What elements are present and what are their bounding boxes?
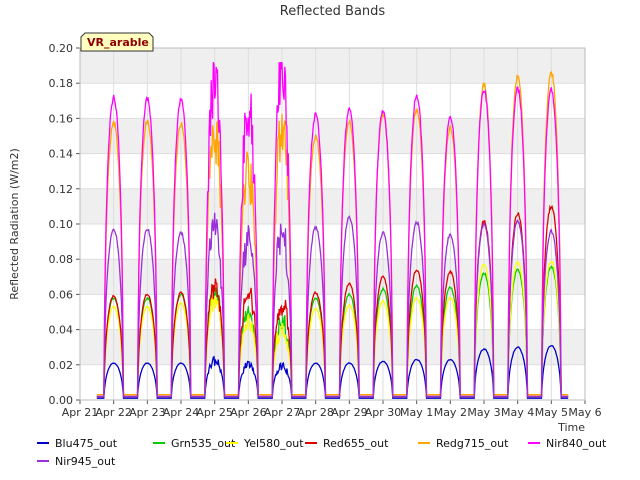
x-tick-label: May 1 xyxy=(400,406,433,419)
series-line-nir945_out xyxy=(96,212,569,398)
annotation-badge: VR_arable xyxy=(80,32,154,52)
y-tick-label: 0.16 xyxy=(49,112,74,125)
x-tick-label: Apr 21 xyxy=(62,406,99,419)
x-tick-label: May 4 xyxy=(501,406,534,419)
x-tick-label: Apr 27 xyxy=(264,406,301,419)
legend-label: Red655_out xyxy=(323,437,389,450)
grid-band xyxy=(80,188,585,224)
grid-band xyxy=(80,259,585,295)
y-tick-label: 0.02 xyxy=(49,359,74,372)
x-tick-label: May 3 xyxy=(467,406,500,419)
x-tick-label: May 2 xyxy=(434,406,467,419)
legend-label: Yel580_out xyxy=(243,437,304,450)
axis-ticks: 0.00 0.02 0.04 0.06 0.08 0.10 0.12 0.14 0.16 0.18… xyxy=(49,42,602,419)
x-tick-label: May 6 xyxy=(568,406,601,419)
annotation-box xyxy=(80,32,154,52)
series-line-blu475_out xyxy=(96,345,569,399)
legend: Blu475_out Grn535_out Yel580_out Red655_out… xyxy=(37,437,607,468)
x-tick-label: Apr 29 xyxy=(331,406,368,419)
grid-band xyxy=(80,48,585,84)
y-tick-label: 0.08 xyxy=(49,253,74,266)
grid-band xyxy=(80,118,585,154)
x-axis-label: Time xyxy=(557,421,585,434)
grid-bands xyxy=(80,48,585,365)
legend-label: Redg715_out xyxy=(436,437,509,450)
x-tick-label: Apr 26 xyxy=(230,406,267,419)
y-tick-label: 0.00 xyxy=(49,394,74,407)
x-tick-label: Apr 30 xyxy=(365,406,402,419)
chart-title: Reflected Bands xyxy=(280,4,386,19)
legend-label: Nir945_out xyxy=(55,455,116,468)
y-tick-label: 0.06 xyxy=(49,288,74,301)
y-tick-label: 0.14 xyxy=(49,148,74,161)
plot-border xyxy=(79,47,586,401)
series-lines xyxy=(96,61,569,399)
legend-label: Blu475_out xyxy=(55,437,118,450)
grid-band xyxy=(80,329,585,365)
x-tick-label: Apr 25 xyxy=(196,406,233,419)
annotation-text: VR_arable xyxy=(87,36,149,49)
x-tick-label: Apr 24 xyxy=(163,406,200,419)
x-tick-label: Apr 28 xyxy=(297,406,334,419)
y-tick-label: 0.20 xyxy=(49,42,74,55)
legend-label: Grn535_out xyxy=(171,437,236,450)
plot-frame xyxy=(79,47,586,401)
legend-label: Nir840_out xyxy=(546,437,607,450)
x-tick-label: Apr 23 xyxy=(129,406,166,419)
y-tick-label: 0.10 xyxy=(49,218,74,231)
x-tick-label: May 5 xyxy=(535,406,568,419)
x-tick-label: Apr 22 xyxy=(95,406,132,419)
y-tick-label: 0.04 xyxy=(49,324,74,337)
y-tick-label: 0.18 xyxy=(49,77,74,90)
y-axis-label: Reflected Radiation (W/m2) xyxy=(8,148,21,300)
y-tick-label: 0.12 xyxy=(49,183,74,196)
